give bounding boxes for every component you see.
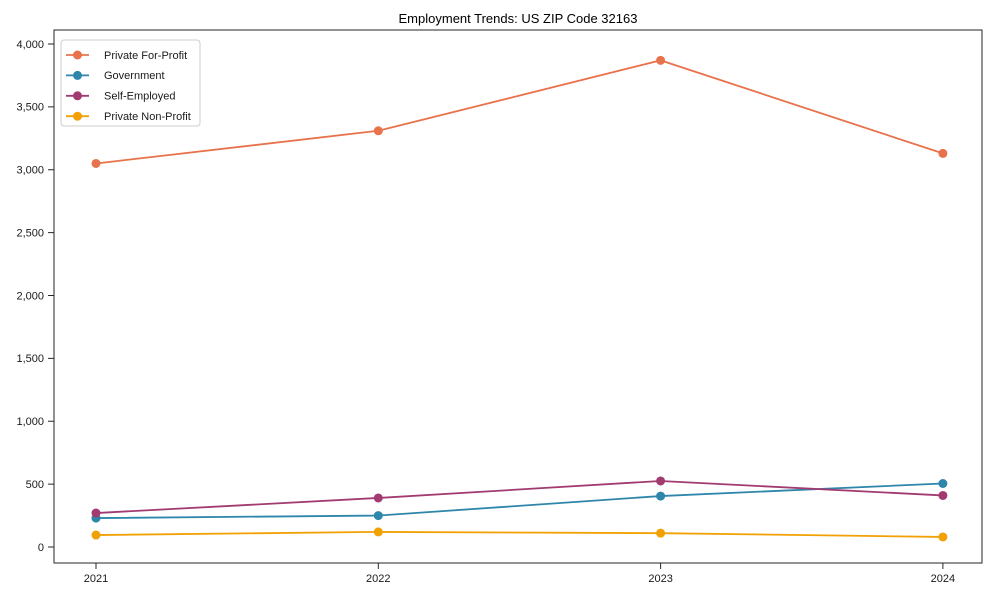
data-point-private-for-profit-2023 <box>656 55 666 65</box>
data-point-government-2024 <box>938 478 948 488</box>
data-point-private-non-profit-2024 <box>938 532 948 542</box>
data-point-private-non-profit-2021 <box>91 530 101 540</box>
y-tick-label: 500 <box>26 479 44 491</box>
data-point-self-employed-2023 <box>656 476 666 486</box>
y-tick-label: 4,000 <box>16 39 44 51</box>
plot-frame-border <box>53 29 983 564</box>
y-tick-label: 2,500 <box>16 227 44 239</box>
data-point-self-employed-2022 <box>373 493 383 503</box>
y-tick-label: 0 <box>38 542 44 554</box>
legend-marker-dot <box>73 70 82 80</box>
legend-entry-self-employed: Self-Employed <box>66 91 176 103</box>
series-government <box>91 478 948 523</box>
series-private-non-profit <box>91 527 948 542</box>
y-tick-label: 2,000 <box>16 290 44 302</box>
series-line-self-employed <box>95 480 943 514</box>
legend: Private For-Profit Government Self-Employe… <box>60 39 201 127</box>
data-point-private-non-profit-2022 <box>373 527 383 537</box>
series-line-private-non-profit <box>95 531 943 538</box>
x-tick-label: 2021 <box>84 573 108 585</box>
legend-marker-dot <box>73 111 82 121</box>
data-point-private-for-profit-2024 <box>938 148 948 158</box>
y-tick-label: 3,500 <box>16 102 44 114</box>
data-point-private-for-profit-2021 <box>91 158 101 168</box>
data-point-self-employed-2024 <box>938 490 948 500</box>
y-tick-label: 1,000 <box>16 416 44 428</box>
data-point-private-for-profit-2022 <box>373 126 383 136</box>
x-tick-label: 2022 <box>366 573 390 585</box>
legend-label: Government <box>104 70 165 82</box>
legend-marker-dot <box>73 91 82 101</box>
series-private-for-profit <box>91 55 948 168</box>
legend-label: Private For-Profit <box>104 50 187 62</box>
legend-entry-private-for-profit: Private For-Profit <box>66 50 187 62</box>
series-line-government <box>95 482 943 519</box>
legend-marker-dot <box>73 50 82 60</box>
x-axis: 2021 2022 2023 2024 <box>84 563 955 585</box>
y-tick-label: 3,000 <box>16 165 44 177</box>
y-axis: 0 500 1,000 1,500 2,000 2,500 3,000 3,500 4,000 <box>16 39 54 554</box>
data-point-self-employed-2021 <box>91 508 101 518</box>
plot-frame <box>53 29 983 564</box>
legend-label: Self-Employed <box>104 91 176 103</box>
x-tick-label: 2023 <box>648 573 672 585</box>
legend-entry-private-non-profit: Private Non-Profit <box>66 111 191 123</box>
chart-title: Employment Trends: US ZIP Code 32163 <box>399 11 638 26</box>
legend-box <box>60 39 201 127</box>
y-tick-label: 1,500 <box>16 353 44 365</box>
legend-label: Private Non-Profit <box>104 111 191 123</box>
data-point-government-2022 <box>373 511 383 521</box>
x-tick-label: 2024 <box>931 573 955 585</box>
series-self-employed <box>91 476 948 518</box>
data-point-private-non-profit-2023 <box>656 528 666 538</box>
data-point-government-2023 <box>656 491 666 501</box>
series-line-private-for-profit <box>95 59 944 165</box>
legend-entry-government: Government <box>66 70 165 82</box>
series-lines <box>91 55 948 542</box>
